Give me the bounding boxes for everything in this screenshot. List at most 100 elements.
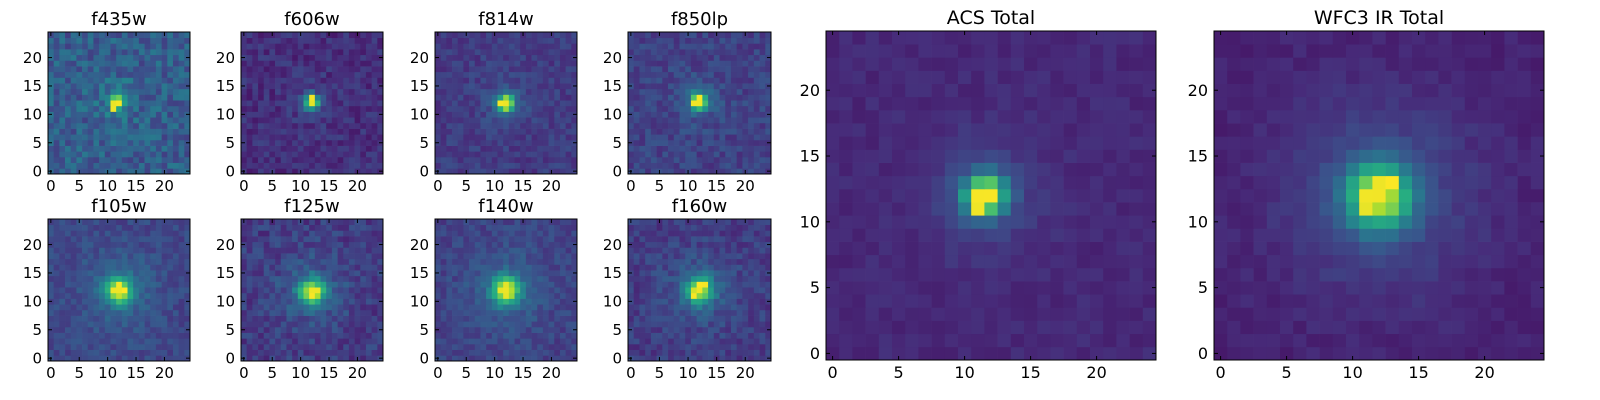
heatmap-cell <box>713 49 720 56</box>
heatmap-cell <box>508 111 515 118</box>
heatmap-cell <box>348 60 355 67</box>
heatmap-cell <box>537 111 544 118</box>
heatmap-cell <box>486 287 493 294</box>
heatmap-cell <box>748 156 755 163</box>
heatmap-cell <box>713 54 720 61</box>
heatmap-cell <box>127 162 134 169</box>
heatmap-cell <box>480 321 487 328</box>
heatmap-cell <box>440 88 447 95</box>
heatmap-cell <box>531 224 538 231</box>
heatmap-cell <box>320 37 327 44</box>
x-tick-label: 20 <box>542 177 561 195</box>
heatmap-cell <box>656 71 663 78</box>
heatmap-cell <box>87 309 94 316</box>
heatmap-cell <box>559 111 566 118</box>
heatmap-cell <box>348 139 355 146</box>
heatmap-cell <box>463 49 470 56</box>
heatmap-cell <box>457 162 464 169</box>
heatmap-cell <box>457 287 464 294</box>
heatmap-cell <box>360 162 367 169</box>
heatmap-cell <box>110 66 117 73</box>
heatmap-cell <box>673 134 680 141</box>
heatmap-cell <box>297 343 304 350</box>
heatmap-cell <box>127 94 134 101</box>
heatmap-cell <box>252 111 259 118</box>
heatmap-cell <box>354 230 361 237</box>
heatmap-cell <box>337 105 344 112</box>
heatmap-cell <box>144 162 151 169</box>
heatmap-cell <box>679 100 686 107</box>
heatmap-cell <box>548 309 555 316</box>
heatmap-cell <box>127 156 134 163</box>
heatmap-cell <box>269 247 276 254</box>
heatmap-cell <box>548 122 555 129</box>
heatmap-cell <box>503 236 510 243</box>
heatmap-cell <box>440 83 447 90</box>
heatmap-cell <box>303 71 310 78</box>
y-tick-label: 20 <box>23 236 42 254</box>
heatmap-cell <box>753 49 760 56</box>
heatmap-cell <box>178 224 185 231</box>
heatmap-cell <box>121 66 128 73</box>
heatmap-cell <box>503 304 510 311</box>
heatmap-cell <box>696 43 703 50</box>
heatmap-cell <box>452 309 459 316</box>
heatmap-cell <box>377 60 384 67</box>
heatmap-cell <box>331 156 338 163</box>
heatmap-cell <box>440 219 447 226</box>
heatmap-cell <box>303 338 310 345</box>
heatmap-cell <box>559 315 566 322</box>
x-tick-label: 0 <box>46 177 56 195</box>
heatmap-cell <box>371 94 378 101</box>
heatmap-cell <box>263 83 270 90</box>
heatmap-cell <box>531 122 538 129</box>
heatmap-cell <box>150 230 157 237</box>
heatmap-cell <box>508 162 515 169</box>
heatmap-cell <box>138 224 145 231</box>
heatmap-cell <box>508 60 515 67</box>
heatmap-cell <box>348 71 355 78</box>
heatmap-cell <box>713 326 720 333</box>
heatmap-cell <box>155 270 162 277</box>
heatmap-cell <box>633 94 640 101</box>
heatmap-cell <box>514 66 521 73</box>
heatmap-cell <box>116 298 123 305</box>
heatmap-cell <box>759 43 766 50</box>
heatmap-cell <box>314 230 321 237</box>
heatmap-cell <box>172 270 179 277</box>
heatmap-cell <box>258 83 265 90</box>
heatmap-cell <box>486 49 493 56</box>
heatmap-cell <box>150 88 157 95</box>
heatmap-cell <box>435 156 442 163</box>
heatmap-cell <box>70 219 77 226</box>
heatmap-cell <box>320 145 327 152</box>
heatmap-cell <box>696 66 703 73</box>
heatmap-cell <box>144 139 151 146</box>
heatmap-cell <box>542 270 549 277</box>
heatmap-cell <box>269 128 276 135</box>
heatmap-cell <box>184 321 191 328</box>
heatmap-cell <box>713 94 720 101</box>
x-tick-label: 5 <box>461 177 471 195</box>
heatmap-cell <box>730 88 738 95</box>
heatmap-cell <box>650 60 657 67</box>
heatmap-cell <box>65 88 72 95</box>
heatmap-cell <box>571 253 578 260</box>
heatmap-cell <box>99 304 106 311</box>
heatmap-cell <box>116 315 123 322</box>
heatmap-cell <box>537 219 544 226</box>
heatmap-cell <box>263 343 270 350</box>
heatmap-cell <box>690 321 697 328</box>
heatmap-cell <box>559 49 566 56</box>
heatmap-cell <box>650 168 657 175</box>
heatmap-cell <box>309 343 316 350</box>
heatmap-cell <box>348 304 355 311</box>
heatmap-cell <box>263 54 270 61</box>
heatmap-cell <box>286 128 293 135</box>
heatmap-cell <box>121 224 128 231</box>
heatmap-cell <box>685 54 692 61</box>
heatmap-cell <box>320 247 327 254</box>
heatmap-cell <box>435 321 442 328</box>
heatmap-cell <box>571 258 578 265</box>
heatmap-cell <box>258 117 265 124</box>
